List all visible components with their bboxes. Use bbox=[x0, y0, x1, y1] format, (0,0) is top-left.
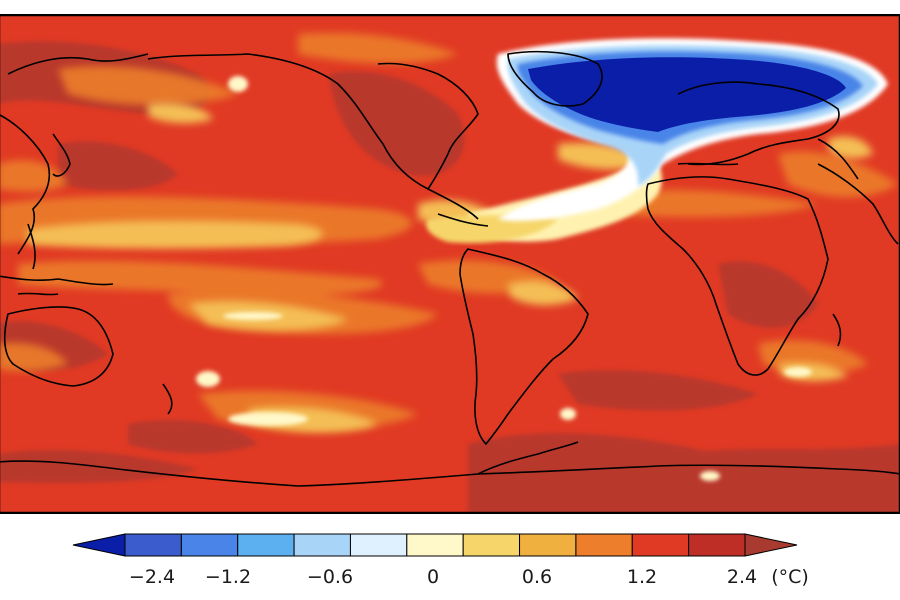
colorbar-cell bbox=[575, 533, 633, 557]
colorbar-tick-label: −0.6 bbox=[307, 566, 353, 588]
colorbar-cell bbox=[180, 533, 239, 557]
colorbar-tick-labels: −2.4 −1.2 −0.6 0 0.6 1.2 2.4 (°C) bbox=[129, 566, 809, 588]
temperature-anomaly-map bbox=[0, 14, 900, 514]
colorbar-cells bbox=[72, 533, 798, 557]
colorbar-low-extension bbox=[72, 533, 126, 557]
colorbar-tick-label: −1.2 bbox=[205, 566, 251, 588]
colorbar-cell bbox=[631, 533, 690, 557]
colorbar-cell bbox=[293, 533, 351, 557]
colorbar-tick-label: 1.2 bbox=[627, 566, 657, 588]
colorbar: −2.4 −1.2 −0.6 0 0.6 1.2 2.4 (°C) bbox=[72, 533, 809, 588]
colorbar-cell bbox=[124, 533, 182, 557]
moderate-warming-bands bbox=[0, 32, 898, 430]
colorbar-cell bbox=[406, 533, 464, 557]
colorbar-cell bbox=[519, 533, 577, 557]
north-atlantic-cooling-region bbox=[426, 38, 888, 244]
colorbar-high-extension bbox=[744, 533, 798, 557]
colorbar-cell bbox=[688, 533, 746, 557]
colorbar-tick-label: −2.4 bbox=[129, 566, 175, 588]
colorbar-cell bbox=[237, 533, 295, 557]
colorbar-cell bbox=[462, 533, 521, 557]
colorbar-tick-label: 2.4 bbox=[727, 566, 757, 588]
colorbar-tick-label: 0 bbox=[427, 566, 439, 588]
colorbar-unit-label: (°C) bbox=[771, 566, 809, 588]
colorbar-tick-label: 0.6 bbox=[522, 566, 552, 588]
near-neutral-spots bbox=[196, 76, 812, 481]
coastlines bbox=[0, 50, 900, 487]
colorbar-cell bbox=[349, 533, 408, 557]
map-border bbox=[0, 14, 900, 514]
